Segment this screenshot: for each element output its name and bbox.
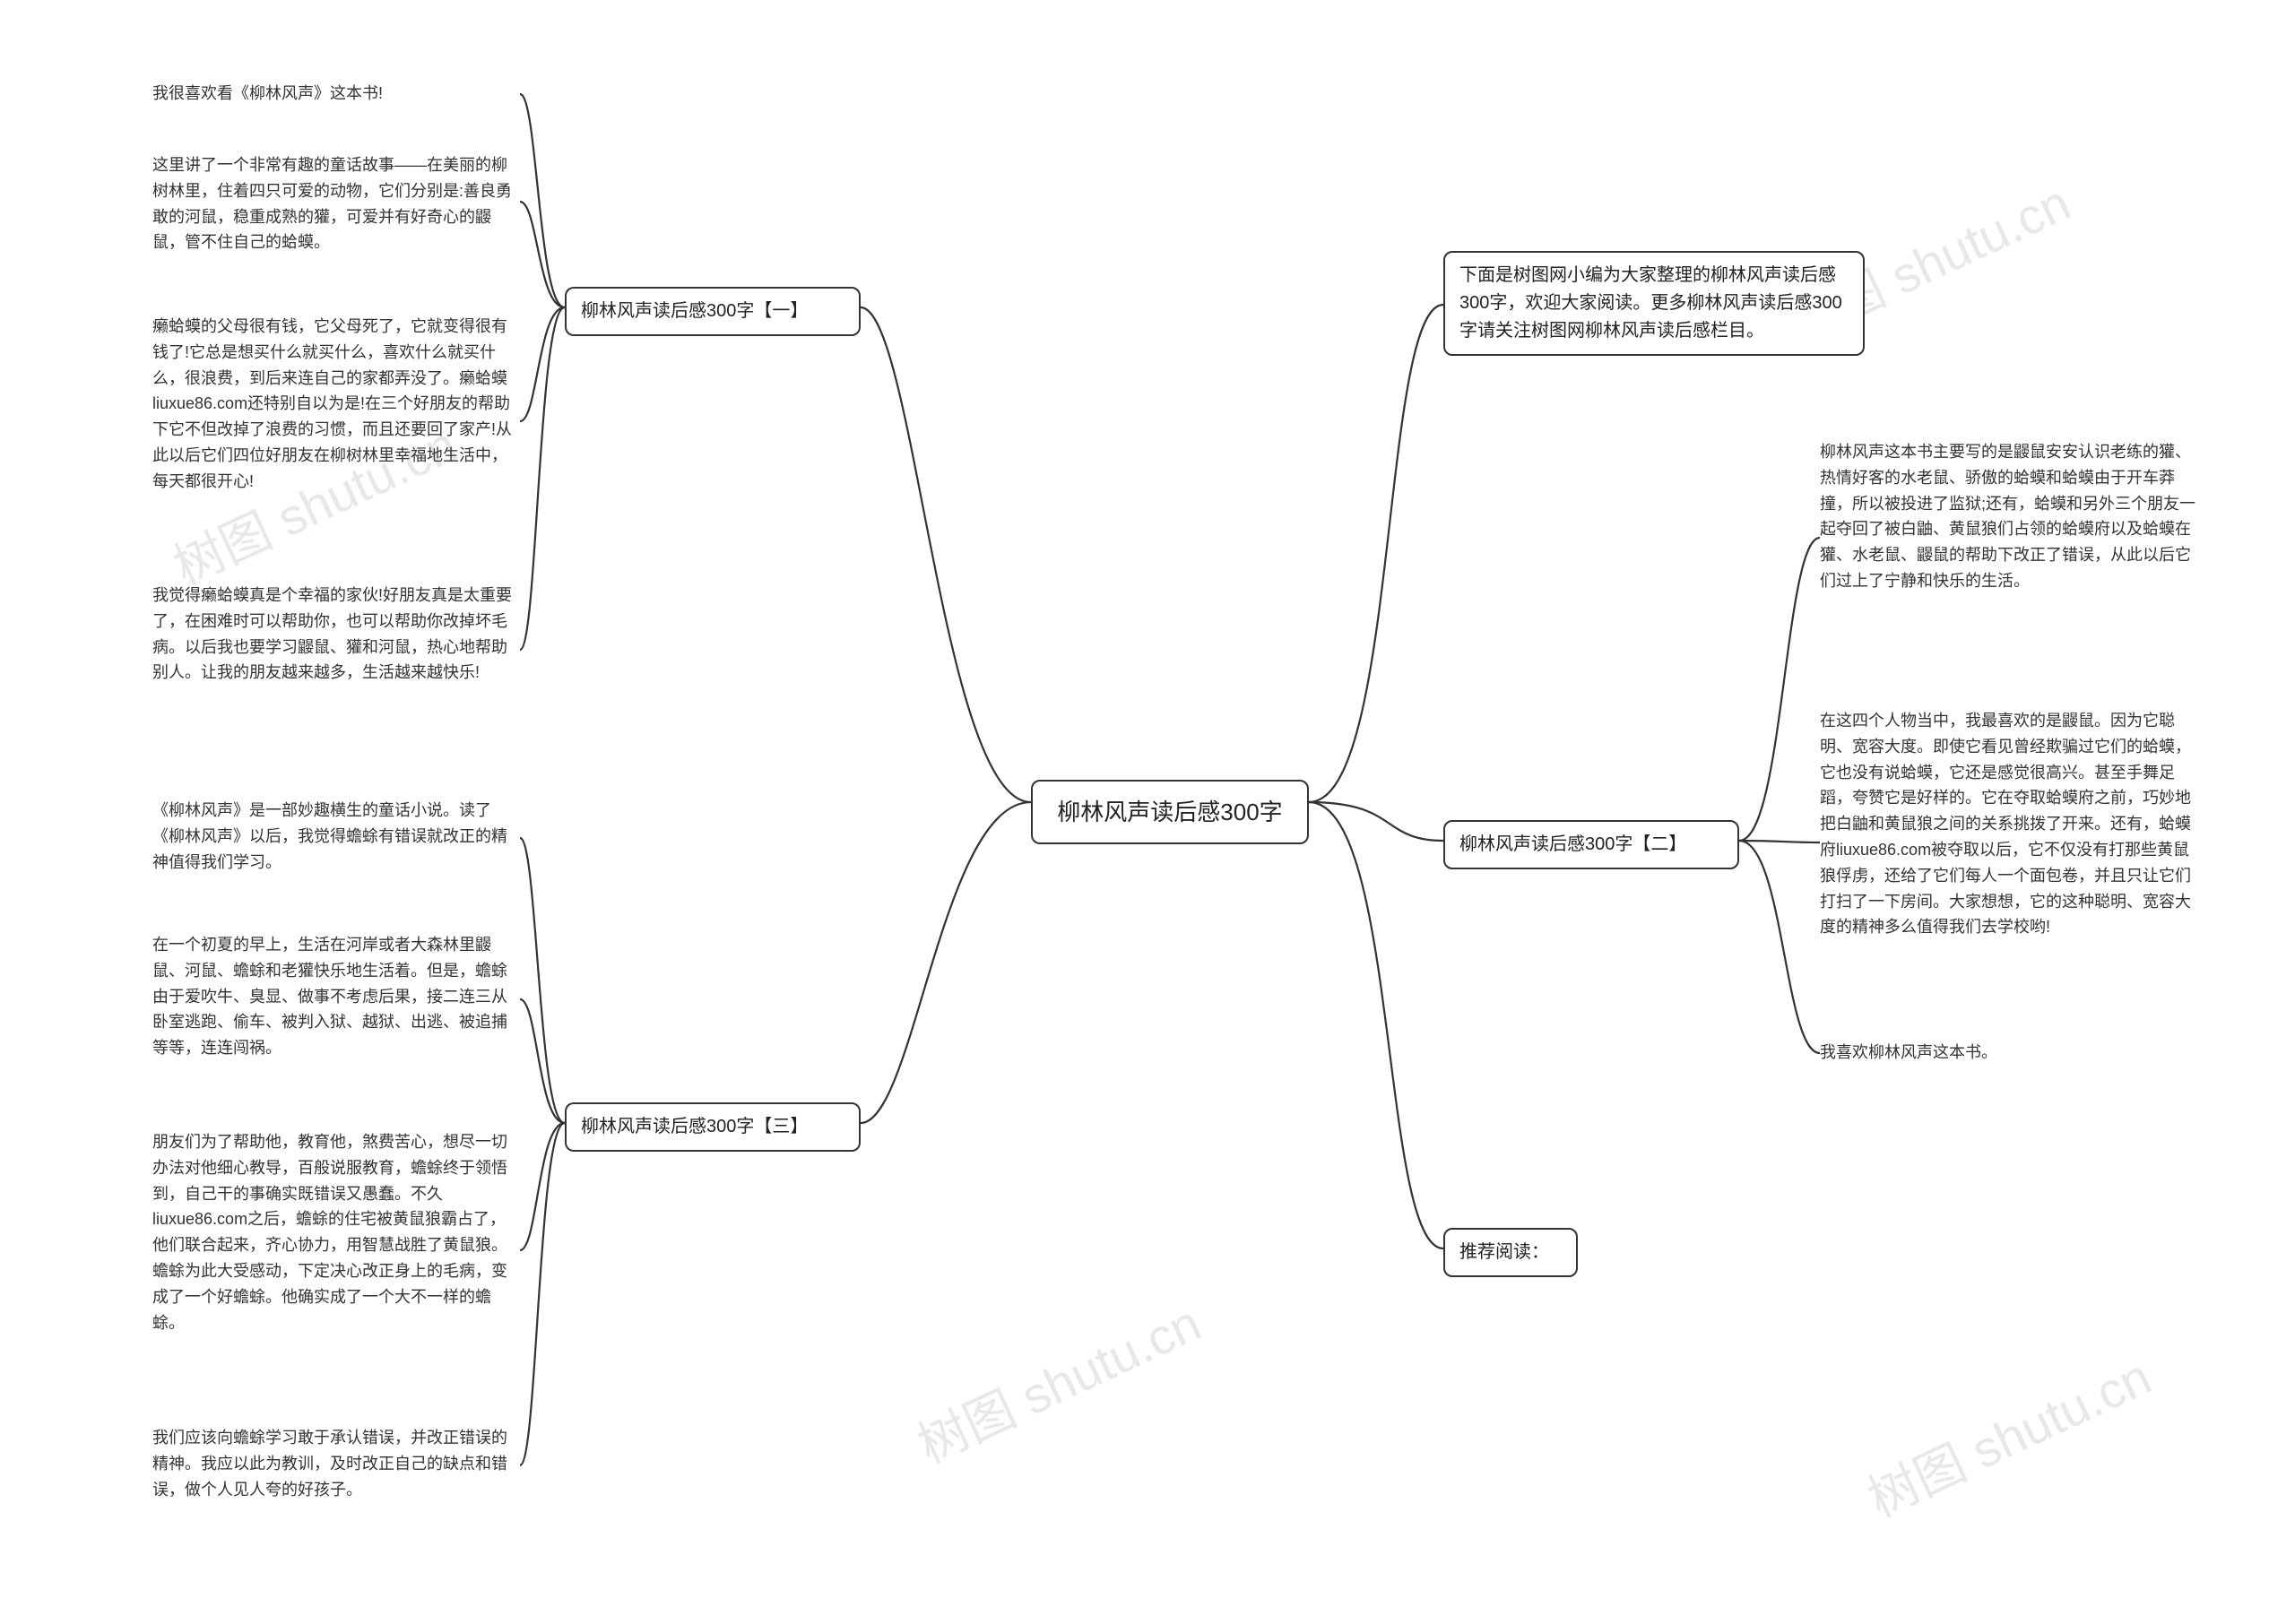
branch-recommend[interactable]: 推荐阅读： — [1443, 1228, 1578, 1277]
leaf-two-1: 柳林风声这本书主要写的是鼹鼠安安认识老练的獾、热情好客的水老鼠、骄傲的蛤蟆和蛤蟆… — [1820, 439, 2205, 594]
edge — [1739, 841, 1820, 1053]
edge — [520, 307, 565, 650]
leaf-one-3: 癞蛤蟆的父母很有钱，它父母死了，它就变得很有钱了!它总是想买什么就买什么，喜欢什… — [152, 314, 520, 495]
edge — [520, 1123, 565, 1250]
leaf-three-2: 在一个初夏的早上，生活在河岸或者大森林里鼹鼠、河鼠、蟾蜍和老獾快乐地生活着。但是… — [152, 932, 520, 1061]
edge — [1309, 305, 1443, 802]
leaf-one-4: 我觉得癞蛤蟆真是个幸福的家伙!好朋友真是太重要了，在困难时可以帮助你，也可以帮助… — [152, 583, 520, 686]
edge — [520, 999, 565, 1123]
edge — [861, 802, 1031, 1123]
edge — [1309, 802, 1443, 1248]
branch-two[interactable]: 柳林风声读后感300字【二】 — [1443, 820, 1739, 869]
branch-three[interactable]: 柳林风声读后感300字【三】 — [565, 1102, 861, 1152]
edge — [520, 202, 565, 307]
leaf-three-1: 《柳林风声》是一部妙趣横生的童话小说。读了《柳林风声》以后，我觉得蟾蜍有错误就改… — [152, 798, 520, 875]
edge — [1739, 841, 1820, 842]
edge — [520, 94, 565, 307]
center-node[interactable]: 柳林风声读后感300字 — [1031, 780, 1309, 844]
watermark: 树图 shutu.cn — [905, 1283, 1211, 1478]
edge — [520, 307, 565, 421]
edge — [520, 1123, 565, 1465]
leaf-one-2: 这里讲了一个非常有趣的童话故事——在美丽的柳树林里，住着四只可爱的动物，它们分别… — [152, 152, 520, 255]
leaf-three-4: 我们应该向蟾蜍学习敢于承认错误，并改正错误的精神。我应以此为教训，及时改正自己的… — [152, 1425, 520, 1502]
branch-one[interactable]: 柳林风声读后感300字【一】 — [565, 287, 861, 336]
edge — [861, 307, 1031, 802]
leaf-one-1: 我很喜欢看《柳林风声》这本书! — [152, 81, 520, 107]
edge — [1309, 802, 1443, 841]
leaf-two-3: 我喜欢柳林风声这本书。 — [1820, 1040, 2205, 1066]
watermark: 树图 shutu.cn — [1855, 1337, 2161, 1532]
edge — [1739, 538, 1820, 841]
edge — [520, 838, 565, 1123]
branch-intro[interactable]: 下面是树图网小编为大家整理的柳林风声读后感300字，欢迎大家阅读。更多柳林风声读… — [1443, 251, 1865, 356]
leaf-three-3: 朋友们为了帮助他，教育他，煞费苦心，想尽一切办法对他细心教导，百般说服教育，蟾蜍… — [152, 1129, 520, 1335]
leaf-two-2: 在这四个人物当中，我最喜欢的是鼹鼠。因为它聪明、宽容大度。即使它看见曾经欺骗过它… — [1820, 708, 2205, 940]
